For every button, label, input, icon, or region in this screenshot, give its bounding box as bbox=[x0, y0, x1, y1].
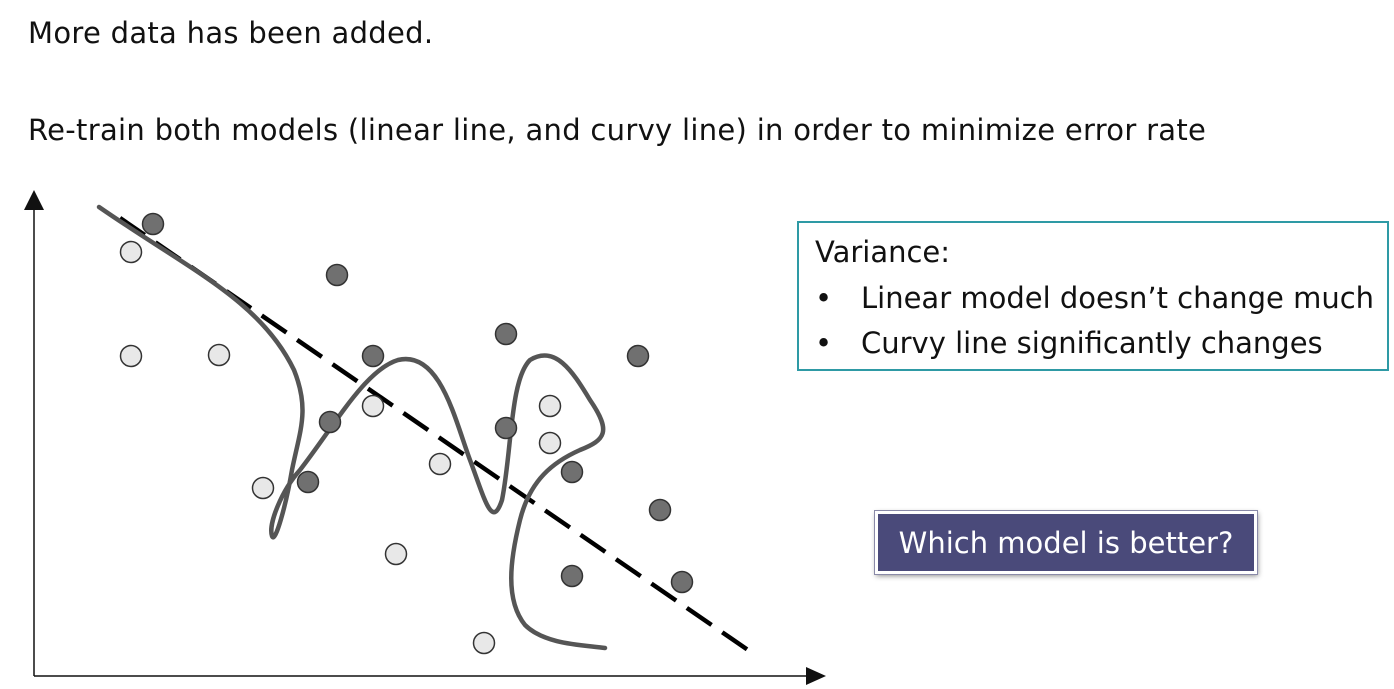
bullet-item: • Curvy line significantly changes bbox=[815, 326, 1323, 360]
dark-point bbox=[626, 344, 650, 368]
variance-box: Variance: • Linear model doesn’t change m… bbox=[797, 221, 1389, 371]
dark-point bbox=[560, 564, 584, 588]
light-point bbox=[207, 343, 231, 367]
dark-point bbox=[648, 498, 672, 522]
dark-point bbox=[560, 460, 584, 484]
question-box: Which model is better? bbox=[874, 510, 1258, 575]
variance-title: Variance: bbox=[815, 235, 951, 269]
light-point bbox=[119, 344, 143, 368]
light-points bbox=[119, 240, 562, 655]
bullet-icon: • bbox=[815, 326, 833, 360]
x-axis-arrowhead bbox=[806, 667, 826, 685]
light-point bbox=[538, 394, 562, 418]
light-point bbox=[538, 431, 562, 455]
bullet-icon: • bbox=[815, 281, 833, 315]
light-point bbox=[119, 240, 143, 264]
curvy-model-line bbox=[96, 204, 608, 651]
dark-point bbox=[361, 344, 385, 368]
dark-point bbox=[318, 410, 342, 434]
light-point bbox=[472, 631, 496, 655]
light-point bbox=[361, 394, 385, 418]
instruction-text: Re-train both models (linear line, and c… bbox=[28, 113, 1207, 147]
dark-point bbox=[670, 570, 694, 594]
bullet-item: • Linear model doesn’t change much bbox=[815, 281, 1374, 315]
dark-points bbox=[141, 212, 694, 594]
dark-point bbox=[296, 470, 320, 494]
scatter-diagram bbox=[24, 190, 826, 685]
dark-point bbox=[494, 322, 518, 346]
dark-point bbox=[141, 212, 165, 236]
bullet-text: Curvy line significantly changes bbox=[861, 326, 1323, 360]
intro-text: More data has been added. bbox=[28, 16, 434, 50]
light-point bbox=[384, 542, 408, 566]
light-point bbox=[428, 452, 452, 476]
dark-point bbox=[494, 416, 518, 440]
light-point bbox=[251, 476, 275, 500]
dark-point bbox=[325, 263, 349, 287]
bullet-text: Linear model doesn’t change much bbox=[861, 281, 1375, 315]
y-axis-arrowhead bbox=[24, 190, 44, 210]
